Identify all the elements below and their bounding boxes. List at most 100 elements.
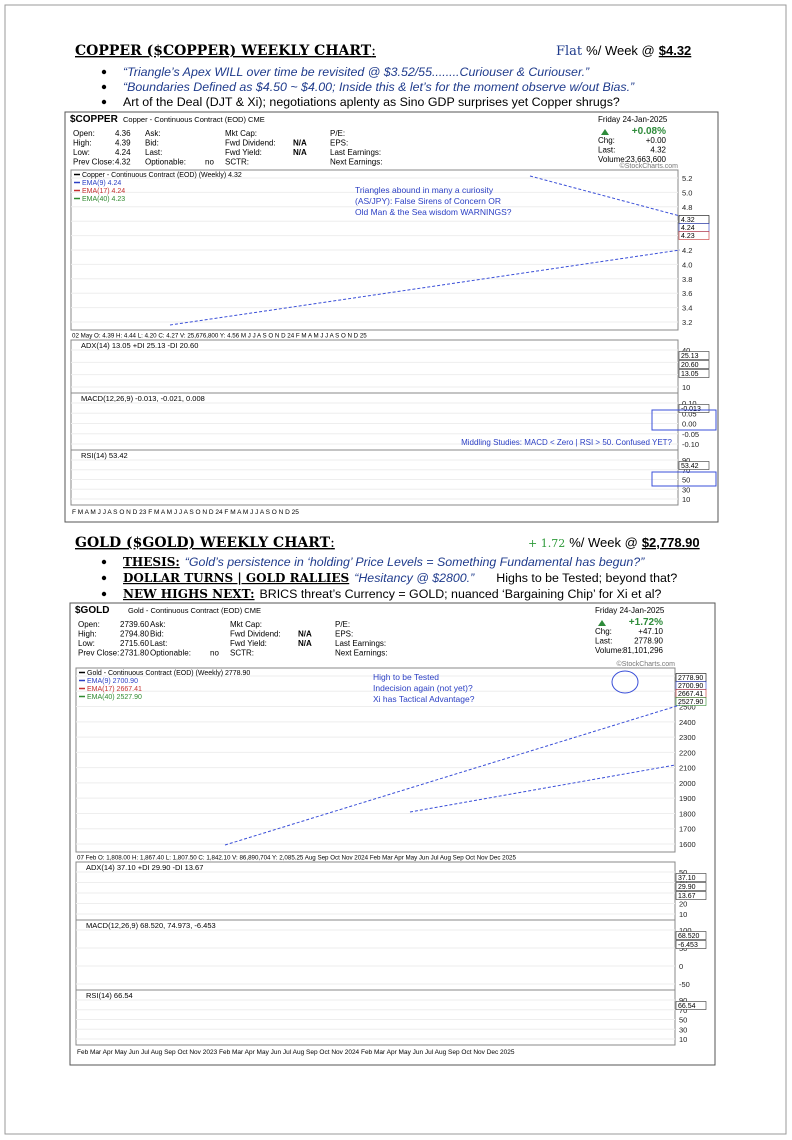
- bullet-text: “Triangle’s Apex WILL over time be revis…: [123, 65, 590, 79]
- price-tick: 2200: [679, 748, 696, 757]
- stat-value: 4.32: [650, 146, 666, 155]
- stat-label: Volume:: [595, 646, 624, 655]
- stat-value: +0.00: [646, 136, 667, 145]
- value-box-label: 4.24: [681, 225, 695, 232]
- value-box-label: 25.13: [681, 353, 699, 360]
- quote-label: Mkt Cap:: [225, 129, 257, 138]
- quote-label: SCTR:: [225, 158, 249, 167]
- chart-date: Friday 24-Jan-2025: [595, 606, 665, 615]
- weekly-change: Flat: [556, 44, 583, 59]
- quote-value: no: [205, 158, 214, 167]
- price-tick: 2100: [679, 764, 696, 773]
- quote-label: Fwd Dividend:: [230, 630, 281, 639]
- value-box: [678, 351, 710, 360]
- quote-label: Fwd Yield:: [225, 148, 262, 157]
- stat-value: 23,663,600: [626, 155, 667, 164]
- legend-entry: EMA(9) 2700.90: [87, 678, 138, 685]
- stat-label: Chg:: [598, 136, 615, 145]
- chart-description: Copper - Continuous Contract (EOD) CME: [123, 115, 265, 124]
- indicator-note: Middling Studies: MACD < Zero | RSI > 50…: [461, 438, 672, 447]
- quote-label: Mkt Cap:: [230, 620, 262, 629]
- bullet-label: THESIS:: [123, 555, 180, 569]
- heading-colon: :: [371, 43, 376, 59]
- bottom-axis: F M A M J J A S O N D 23 F M A M J J A S…: [72, 509, 299, 516]
- indicator-tick: -0.05: [682, 430, 699, 439]
- quote-label: High:: [78, 630, 97, 639]
- bullet-dot: [101, 99, 107, 105]
- stat-label: Last:: [598, 146, 615, 155]
- legend-entry: Copper - Continuous Contract (EOD) (Week…: [82, 172, 242, 179]
- indicator-title: RSI(14) 53.42: [81, 451, 128, 460]
- quote-label: EPS:: [330, 139, 348, 148]
- indicator-tick: 30: [682, 485, 690, 494]
- value-box-label: 68.520: [678, 933, 700, 940]
- indicator-tick: 10: [682, 383, 690, 392]
- weekly-price: $2,778.90: [642, 535, 700, 550]
- indicator-panel: [75, 919, 676, 991]
- value-box: [675, 1001, 707, 1010]
- quote-label: P/E:: [335, 620, 350, 629]
- legend-entry: EMA(40) 2527.90: [87, 694, 142, 701]
- indicator-tick: 30: [679, 1025, 687, 1034]
- quote-label: Low:: [78, 639, 95, 648]
- up-arrow: [601, 129, 609, 135]
- weekly-summary: Flat %/ Week @ $4.32: [556, 43, 691, 59]
- value-box-label: 53.42: [681, 463, 699, 470]
- legend-entry: EMA(9) 4.24: [82, 180, 121, 187]
- value-box-label: 37.10: [678, 875, 696, 882]
- indicator-tick: 0.00: [682, 420, 697, 429]
- quote-label: Last:: [145, 148, 162, 157]
- price-tick: 3.2: [682, 318, 692, 327]
- annotation: Indecision again (not yet)?: [373, 683, 473, 693]
- value-box: [678, 404, 710, 413]
- weekly-change: + 1.72: [528, 537, 565, 550]
- value-box: [675, 940, 707, 949]
- value-box: [678, 369, 710, 378]
- quote-label: SCTR:: [230, 649, 254, 658]
- value-box-label: 2700.90: [678, 683, 703, 690]
- watermark: ©StockCharts.com: [620, 162, 679, 170]
- annotation: High to be Tested: [373, 672, 439, 682]
- price-tick: 2000: [679, 779, 696, 788]
- price-tick: 3.6: [682, 289, 692, 298]
- quote-value: N/A: [298, 639, 312, 648]
- indicator-title: MACD(12,26,9) -0.013, -0.021, 0.008: [81, 394, 205, 403]
- date-strip: 02 May O: 4.39 H: 4.44 L: 4.20 C: 4.27 V…: [72, 333, 367, 340]
- quote-value: 4.36: [115, 129, 131, 138]
- quote-value: N/A: [293, 139, 307, 148]
- indicator-title: ADX(14) 13.05 +DI 25.13 -DI 20.60: [81, 341, 198, 350]
- legend-entry: Gold - Continuous Contract (EOD) (Weekly…: [87, 670, 250, 677]
- trendline: [169, 249, 681, 326]
- indicator-tick: 50: [679, 868, 687, 877]
- bullet-dot: [101, 69, 107, 75]
- quote-label: Open:: [78, 620, 100, 629]
- stat-value: 81,101,296: [623, 646, 664, 655]
- value-box: [675, 697, 707, 706]
- indicator-tick: -50: [679, 980, 690, 989]
- indicator-tick: 10: [682, 495, 690, 504]
- price-tick: 1900: [679, 794, 696, 803]
- indicator-tick: 0.10: [682, 399, 697, 408]
- bullet-label: DOLLAR TURNS | GOLD RALLIES: [123, 571, 349, 585]
- highlight: [651, 471, 717, 487]
- quote-label: Prev Close:: [78, 649, 119, 658]
- value-box-label: 4.32: [681, 217, 695, 224]
- bullet-dot: [101, 84, 107, 90]
- legend-entry: EMA(17) 4.24: [82, 188, 125, 195]
- value-box: [675, 891, 707, 900]
- price-tick: 4.8: [682, 203, 692, 212]
- annotation: Triangles abound in many a curiosity: [355, 185, 494, 195]
- price-tick: 1600: [679, 840, 696, 849]
- section-heading: GOLD ($GOLD) WEEKLY CHART:: [75, 535, 335, 551]
- bullet-quote: “Gold’s persistence in ‘holding’ Price L…: [185, 555, 645, 569]
- bullet-aside: Highs to be Tested; beyond that?: [496, 571, 677, 585]
- quote-label: Next Earnings:: [330, 158, 382, 167]
- bullet-text: “Boundaries Defined as $4.50 ~ $4.00; In…: [123, 80, 635, 94]
- price-panel: [75, 667, 676, 853]
- value-box: [678, 461, 710, 470]
- value-box-label: 13.05: [681, 371, 699, 378]
- legend-entry: EMA(17) 2667.41: [87, 686, 142, 693]
- quote-label: Last Earnings:: [330, 148, 381, 157]
- weekly-summary: + 1.72 %/ Week @ $2,778.90: [528, 535, 700, 550]
- indicator-title: RSI(14) 66.54: [86, 991, 133, 1000]
